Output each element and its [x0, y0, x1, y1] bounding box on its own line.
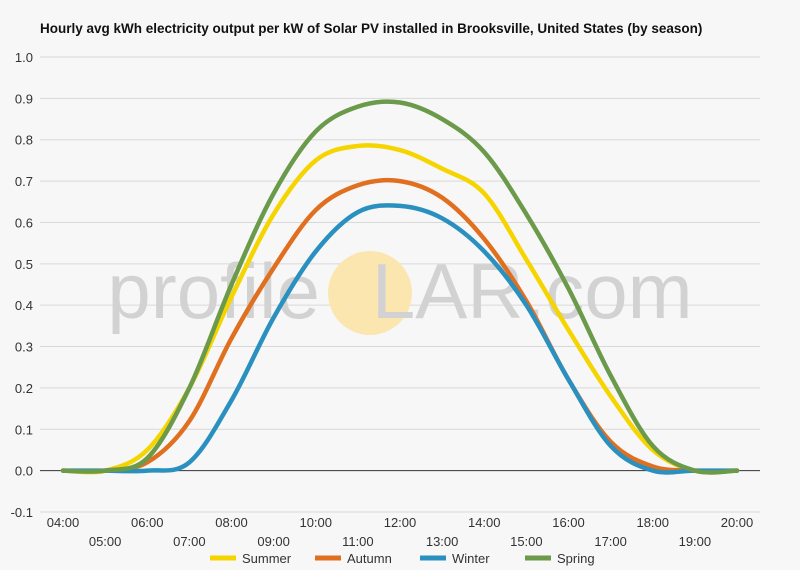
x-tick-label: 11:00 [342, 534, 374, 549]
series-line-autumn [60, 177, 740, 474]
x-tick-label: 13:00 [426, 534, 459, 549]
legend: Summer Autumn Winter Spring [210, 551, 595, 566]
x-tick-label: 17:00 [594, 534, 627, 549]
y-tick-label: -0.1 [11, 505, 33, 520]
legend-label-winter: Winter [452, 551, 490, 566]
y-tick-label: 0.4 [15, 298, 33, 313]
watermark-text: profileSLAR.com [107, 247, 692, 335]
x-tick-label: 14:00 [468, 515, 501, 530]
x-tick-label: 18:00 [636, 515, 669, 530]
series-line-winter [60, 203, 740, 475]
series-line-spring [60, 99, 740, 475]
y-axis-ticks: -0.1 0.0 0.1 0.2 0.3 0.4 0.5 0.6 0.7 0.8 0.9 1.0 [11, 50, 33, 520]
x-tick-label: 19:00 [679, 534, 712, 549]
y-tick-label: 0.6 [15, 215, 33, 230]
x-tick-label: 09:00 [257, 534, 290, 549]
legend-label-autumn: Autumn [347, 551, 392, 566]
x-tick-label: 20:00 [721, 515, 754, 530]
x-tick-label: 10:00 [299, 515, 332, 530]
y-tick-label: 0.7 [15, 174, 33, 189]
x-tick-label: 15:00 [510, 534, 543, 549]
y-tick-label: 0.9 [15, 91, 33, 106]
x-tick-label: 12:00 [384, 515, 417, 530]
x-axis-ticks: 04:00 05:00 06:00 07:00 08:00 09:00 10:00 11:00… [47, 515, 754, 549]
y-tick-label: 1.0 [15, 50, 33, 65]
x-tick-label: 05:00 [89, 534, 122, 549]
y-tick-label: 0.5 [15, 257, 33, 272]
y-tick-label: 0.0 [15, 464, 33, 479]
x-tick-label: 06:00 [131, 515, 164, 530]
watermark: profileSLAR.com [107, 247, 693, 335]
x-tick-label: 16:00 [552, 515, 585, 530]
y-tick-label: 0.1 [15, 422, 33, 437]
watermark-sun-icon [328, 251, 412, 335]
legend-label-spring: Spring [557, 551, 595, 566]
y-tick-label: 0.8 [15, 133, 33, 148]
y-tick-label: 0.3 [15, 340, 33, 355]
y-tick-label: 0.2 [15, 381, 33, 396]
legend-label-summer: Summer [242, 551, 292, 566]
x-tick-label: 08:00 [215, 515, 248, 530]
x-tick-label: 07:00 [173, 534, 206, 549]
series-layer [60, 99, 740, 475]
x-tick-label: 04:00 [47, 515, 80, 530]
chart-title: Hourly avg kWh electricity output per kW… [40, 21, 702, 36]
